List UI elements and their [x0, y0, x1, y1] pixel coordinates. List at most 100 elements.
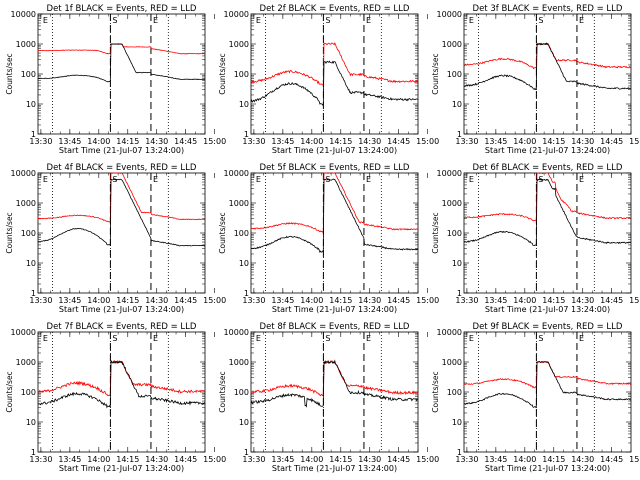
marker-label: E — [366, 175, 371, 184]
y-tick-label: 1000 — [229, 358, 249, 367]
x-tick-label: 13:45 — [271, 137, 294, 146]
x-axis-label: Start Time (21-Jul-07 13:24:00) — [272, 464, 397, 473]
x-tick-label: 14:00 — [87, 455, 110, 464]
x-tick-label: 14:30 — [145, 455, 168, 464]
plot-frame — [250, 13, 419, 135]
panel-title: Det 6f BLACK = Events, RED = LLD — [473, 163, 623, 173]
x-tick-label: 14:00 — [300, 137, 323, 146]
y-tick-label: 1000 — [229, 40, 249, 49]
x-tick-label: 13:30 — [242, 137, 265, 146]
x-tick-label: 13:45 — [484, 296, 507, 305]
plot-frame — [37, 13, 206, 135]
y-tick-label: 1 — [457, 289, 462, 298]
x-tick-label: 14:15 — [329, 137, 352, 146]
y-tick-label: 1000 — [16, 358, 36, 367]
x-axis-label: Start Time (21-Jul-07 13:24:00) — [59, 305, 184, 314]
x-tick-label: 14:30 — [358, 137, 381, 146]
x-tick-label: 13:30 — [455, 455, 478, 464]
panel-title: Det 4f BLACK = Events, RED = LLD — [47, 163, 197, 173]
panel-title: Det 5f BLACK = Events, RED = LLD — [260, 163, 410, 173]
marker-label: E — [153, 334, 158, 343]
x-axis-label: Start Time (21-Jul-07 13:24:00) — [272, 146, 397, 155]
panel-2: Det 2f BLACK = Events, RED = LLD 1 10 100 10… — [218, 4, 439, 155]
lld-series-line — [251, 360, 419, 397]
x-tick-label: 14:30 — [358, 296, 381, 305]
x-tick-label: 15:00 — [203, 455, 226, 464]
x-tick-label: 14:30 — [571, 455, 594, 464]
panel-5: Det 5f BLACK = Events, RED = LLD 1 10 100 10… — [218, 163, 439, 314]
x-tick-label: 13:45 — [58, 455, 81, 464]
x-tick-label: 13:45 — [271, 455, 294, 464]
marker-label: E — [256, 16, 261, 25]
marker-label: E — [43, 175, 48, 184]
events-series-line — [250, 178, 419, 253]
y-tick-label: 100 — [234, 70, 249, 79]
y-tick-label: 1 — [31, 130, 36, 139]
marker-label: S — [325, 334, 330, 343]
y-tick-label: 10000 — [224, 10, 249, 19]
marker-label: E — [256, 334, 261, 343]
y-axis-label: Counts/sec — [218, 53, 227, 94]
y-tick-label: 1000 — [16, 199, 36, 208]
plot-frame — [463, 13, 632, 135]
y-tick-label: 10000 — [437, 328, 462, 337]
x-tick-label: 13:45 — [484, 455, 507, 464]
x-tick-label: 14:15 — [329, 455, 352, 464]
events-series-line — [250, 359, 419, 408]
marker-label: S — [538, 175, 543, 184]
events-series-line — [250, 60, 418, 106]
panel-3: Det 3f BLACK = Events, RED = LLD 1 10 100 10… — [431, 4, 640, 155]
x-tick-label: 14:45 — [600, 296, 623, 305]
marker-label: E — [366, 334, 371, 343]
lld-series-line — [250, 172, 418, 233]
panel-7: Det 7f BLACK = Events, RED = LLD 1 10 100 10… — [5, 322, 226, 473]
x-tick-label: 13:30 — [242, 455, 265, 464]
x-tick-label: 14:00 — [300, 455, 323, 464]
y-tick-label: 100 — [447, 388, 462, 397]
y-tick-label: 10000 — [11, 169, 36, 178]
panel-title: Det 2f BLACK = Events, RED = LLD — [260, 4, 410, 14]
y-tick-label: 100 — [234, 229, 249, 238]
panel-title: Det 7f BLACK = Events, RED = LLD — [47, 322, 197, 332]
y-tick-label: 10 — [239, 418, 249, 427]
y-tick-label: 1000 — [442, 199, 462, 208]
marker-label: E — [43, 334, 48, 343]
x-tick-label: 14:00 — [87, 296, 110, 305]
plot-frame — [463, 331, 632, 453]
y-tick-label: 1 — [31, 448, 36, 457]
y-tick-label: 1 — [31, 289, 36, 298]
events-series-line — [37, 360, 206, 409]
y-tick-label: 10 — [239, 259, 249, 268]
marker-label: E — [366, 16, 371, 25]
x-tick-label: 14:45 — [600, 137, 623, 146]
x-tick-label: 14:15 — [329, 296, 352, 305]
x-tick-label: 14:45 — [387, 296, 410, 305]
events-series-line — [37, 43, 205, 83]
y-tick-label: 100 — [21, 229, 36, 238]
x-axis-label: Start Time (21-Jul-07 13:24:00) — [485, 146, 610, 155]
y-tick-label: 10 — [452, 259, 462, 268]
marker-label: E — [579, 334, 584, 343]
y-axis-label: Counts/sec — [431, 212, 440, 253]
x-tick-label: 13:45 — [58, 137, 81, 146]
lld-series-line — [463, 360, 632, 389]
x-tick-label: 14:30 — [358, 455, 381, 464]
x-tick-label: 14:30 — [145, 296, 168, 305]
x-tick-label: 13:30 — [455, 137, 478, 146]
marker-label: E — [256, 175, 261, 184]
x-tick-label: 14:45 — [174, 296, 197, 305]
x-tick-label: 13:30 — [242, 296, 265, 305]
y-tick-label: 10000 — [11, 10, 36, 19]
x-tick-label: 15:00 — [416, 137, 439, 146]
x-axis-label: Start Time (21-Jul-07 13:24:00) — [59, 464, 184, 473]
x-tick-label: 14:15 — [116, 455, 139, 464]
y-tick-label: 10000 — [437, 169, 462, 178]
y-tick-label: 100 — [234, 388, 249, 397]
panel-4: Det 4f BLACK = Events, RED = LLD 1 10 100 10… — [5, 163, 226, 314]
panel-title: Det 3f BLACK = Events, RED = LLD — [473, 4, 623, 14]
y-tick-label: 10000 — [224, 169, 249, 178]
y-tick-label: 1000 — [16, 40, 36, 49]
lld-series-line — [463, 172, 632, 222]
y-tick-label: 10 — [26, 418, 36, 427]
y-axis-label: Counts/sec — [431, 371, 440, 412]
